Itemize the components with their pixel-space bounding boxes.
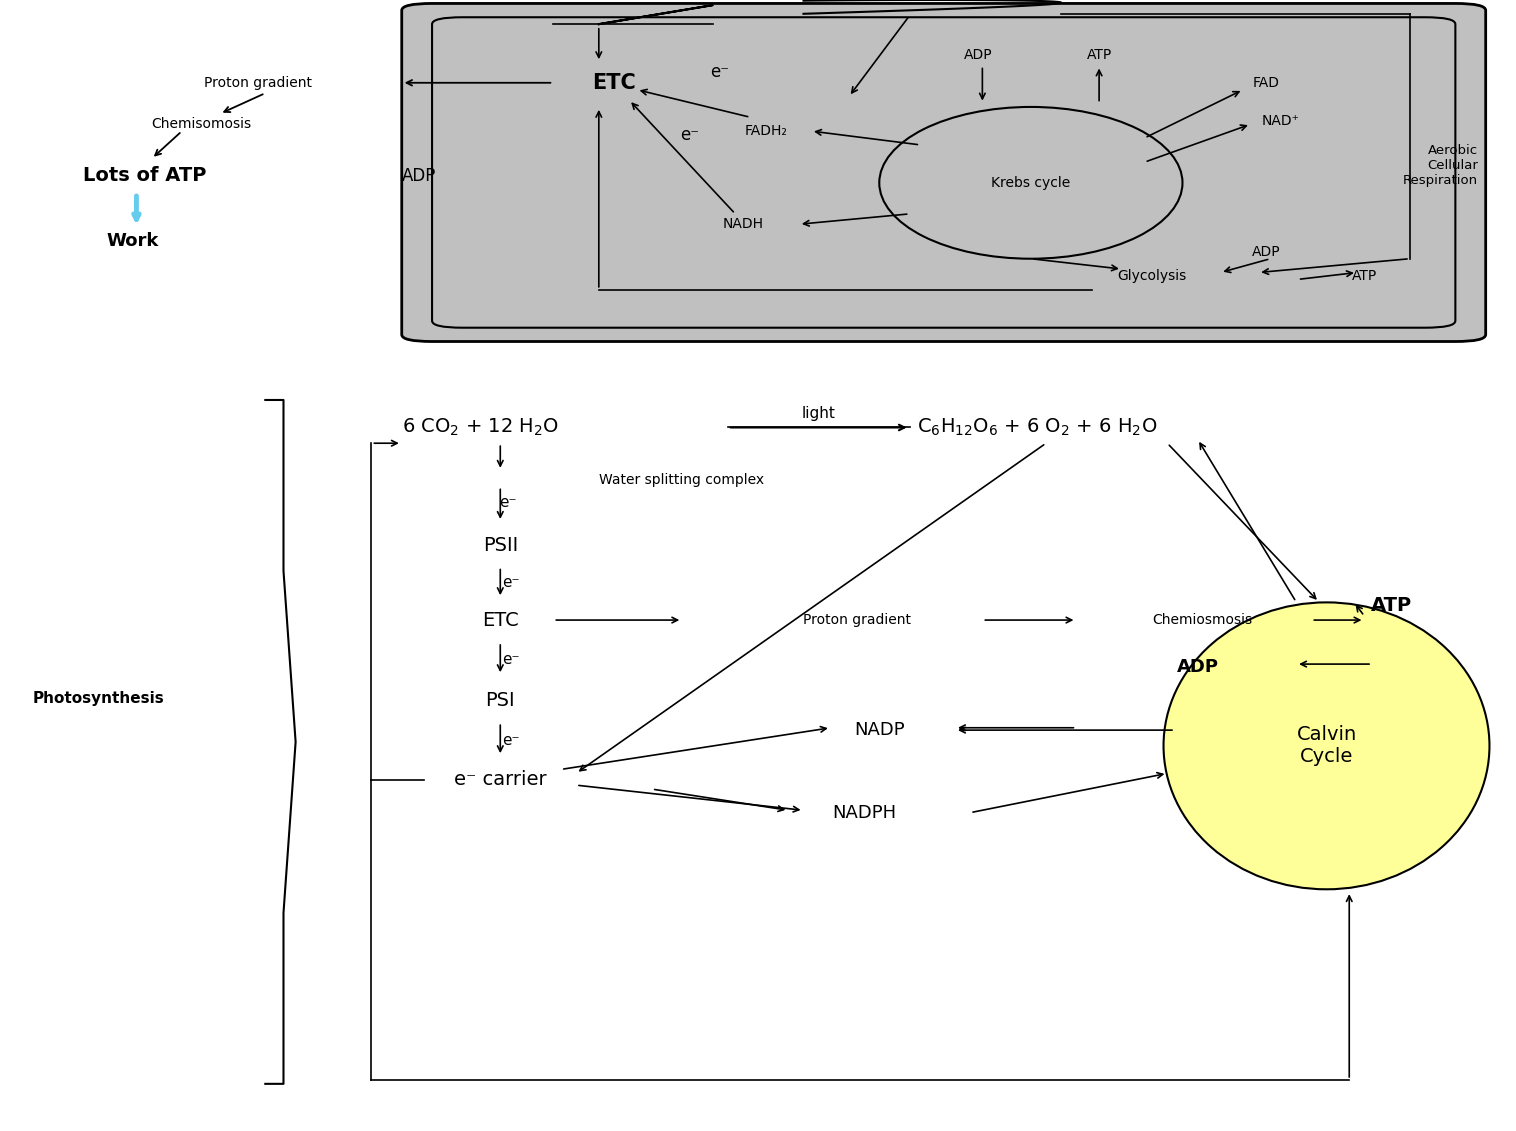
Text: NAD⁺: NAD⁺ [1263, 114, 1299, 128]
Text: ADP: ADP [1176, 658, 1219, 676]
Text: e⁻: e⁻ [499, 494, 517, 510]
Text: e⁻: e⁻ [502, 733, 520, 748]
Text: ATP: ATP [1370, 596, 1413, 615]
Text: ATP: ATP [1087, 49, 1111, 62]
Text: C$_6$H$_{12}$O$_6$ + 6 O$_2$ + 6 H$_2$O: C$_6$H$_{12}$O$_6$ + 6 O$_2$ + 6 H$_2$O [917, 417, 1158, 438]
Text: Calvin
Cycle: Calvin Cycle [1296, 725, 1357, 767]
Text: NADH: NADH [722, 217, 764, 231]
Text: Proton gradient: Proton gradient [203, 76, 312, 89]
Text: e⁻: e⁻ [502, 575, 520, 590]
Text: Photosynthesis: Photosynthesis [33, 691, 164, 706]
Text: Glycolysis: Glycolysis [1117, 269, 1187, 283]
Text: ETC: ETC [482, 611, 518, 630]
Text: e⁻: e⁻ [502, 651, 520, 667]
Text: ADP: ADP [964, 49, 991, 62]
FancyBboxPatch shape [432, 17, 1455, 328]
Text: e⁻: e⁻ [681, 126, 699, 144]
Text: Proton gradient: Proton gradient [803, 613, 911, 627]
Ellipse shape [1164, 603, 1489, 889]
Text: NADPH: NADPH [832, 804, 896, 821]
Text: Krebs cycle: Krebs cycle [991, 175, 1070, 190]
Text: ETC: ETC [593, 72, 635, 93]
Text: light: light [802, 406, 835, 421]
Text: NADP: NADP [854, 722, 905, 740]
Ellipse shape [879, 107, 1182, 259]
Text: Water splitting complex: Water splitting complex [599, 473, 764, 487]
Text: 6 CO$_2$ + 12 H$_2$O: 6 CO$_2$ + 12 H$_2$O [402, 417, 559, 438]
Text: FADH₂: FADH₂ [744, 124, 787, 138]
Text: ATP: ATP [1352, 269, 1377, 283]
Text: Work: Work [106, 233, 159, 250]
Text: Aerobic
Cellular
Respiration: Aerobic Cellular Respiration [1402, 144, 1478, 187]
Text: e⁻: e⁻ [711, 63, 729, 81]
Text: e⁻ carrier: e⁻ carrier [453, 770, 547, 789]
Text: Chemisomosis: Chemisomosis [152, 118, 252, 131]
FancyBboxPatch shape [402, 3, 1486, 342]
Text: FAD: FAD [1252, 76, 1280, 89]
Text: Lots of ATP: Lots of ATP [83, 166, 206, 185]
Text: ADP: ADP [402, 167, 437, 185]
Text: PSII: PSII [482, 536, 518, 555]
Text: ADP: ADP [1252, 244, 1280, 259]
Text: PSI: PSI [485, 691, 515, 710]
Text: Chemiosmosis: Chemiosmosis [1152, 613, 1252, 627]
